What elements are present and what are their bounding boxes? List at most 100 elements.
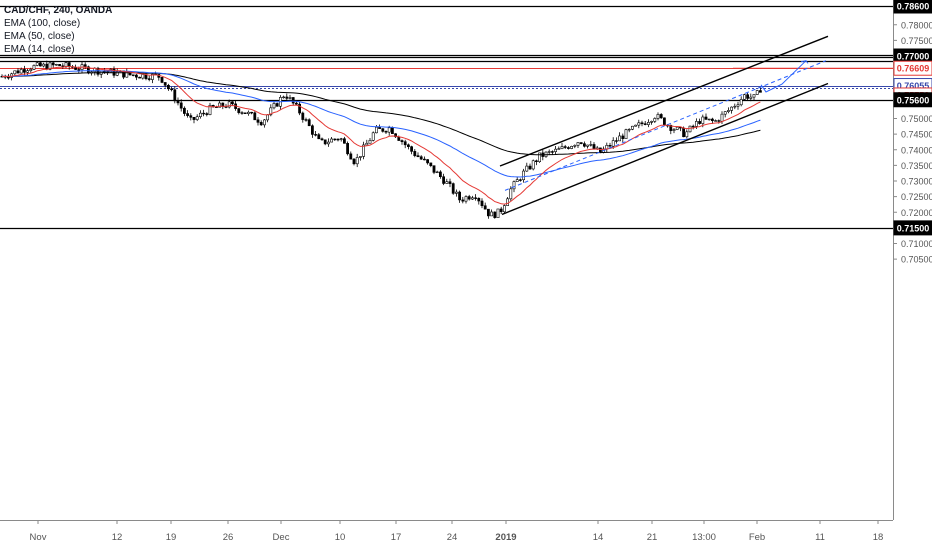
candle-body: [358, 156, 362, 158]
projection-arrowhead: [800, 60, 809, 64]
candle-body: [704, 116, 708, 120]
price-label: 0.77000: [897, 52, 930, 62]
candle-body: [266, 114, 270, 121]
projection-path: [760, 60, 807, 93]
candle-body: [227, 101, 231, 108]
candle-body: [346, 143, 350, 155]
candle-body: [726, 110, 730, 112]
candle-body: [32, 65, 36, 70]
candle-body: [618, 135, 622, 142]
candle-body: [189, 115, 193, 118]
candle-body: [579, 142, 583, 144]
y-tick-label: 0.71000: [901, 239, 932, 249]
price-label: 0.76055: [897, 81, 930, 91]
candle-body: [320, 138, 324, 141]
candle-body: [195, 116, 199, 120]
candle-body: [570, 146, 574, 149]
candle-body: [314, 134, 318, 136]
candle-body: [698, 121, 702, 124]
x-tick-label: 18: [873, 532, 884, 543]
y-tick-label: 0.78000: [901, 20, 932, 30]
candle-body: [352, 158, 356, 165]
candle-body: [608, 145, 612, 147]
candle-body: [682, 127, 686, 138]
candle-body: [653, 118, 657, 122]
y-tick-label: 0.77500: [901, 36, 932, 46]
candle-body: [746, 94, 750, 99]
candle-body: [422, 158, 426, 161]
channel-midline: [504, 60, 827, 191]
candle-body: [410, 146, 414, 152]
candle-body: [755, 90, 759, 95]
candle-body: [637, 122, 641, 126]
candle-body: [685, 131, 689, 138]
candle-body: [288, 97, 292, 99]
candle-body: [61, 65, 65, 67]
x-tick-label: 2019: [495, 532, 516, 543]
candle-body: [374, 126, 378, 134]
candle-body: [103, 71, 106, 73]
candle-body: [749, 96, 753, 99]
x-tick-label: 17: [391, 532, 402, 543]
candle-body: [35, 62, 39, 66]
candle-body: [429, 162, 433, 166]
candle-body: [294, 102, 298, 105]
candle-body: [589, 144, 593, 146]
candle-body: [29, 69, 33, 72]
candle-body: [67, 62, 71, 67]
candle-body: [282, 96, 286, 99]
indicator-ema100: EMA (100, close): [4, 18, 81, 29]
ema-100-line: [2, 72, 761, 156]
candle-body: [333, 138, 337, 141]
candle-body: [406, 144, 410, 147]
candle-body: [592, 144, 596, 150]
candle-body: [470, 197, 474, 200]
candle-body: [627, 128, 631, 131]
candle-body: [378, 126, 382, 129]
candle-body: [531, 160, 535, 170]
candle-body: [483, 205, 487, 210]
candle-body: [310, 125, 314, 135]
time-axis: Nov 12 19 26 Dec 10 17 24 2019 14 21 13:00 Feb 11 18: [30, 520, 884, 543]
candle-body: [390, 127, 394, 135]
candle-body: [640, 122, 644, 125]
candle-body: [339, 138, 343, 140]
candle-body: [586, 144, 590, 147]
candle-body: [451, 183, 455, 194]
candle-body: [630, 125, 634, 130]
x-tick-label: Nov: [30, 532, 47, 543]
candle-body: [317, 134, 321, 140]
candle-body: [490, 211, 494, 217]
price-label-box: [893, 220, 932, 236]
y-tick-label: 0.73000: [901, 177, 932, 187]
candle-body: [611, 140, 615, 147]
y-tick-label: 0.74000: [901, 145, 932, 155]
candle-body: [432, 165, 436, 173]
y-tick-label: 0.75000: [901, 114, 932, 124]
candle-body: [237, 108, 241, 113]
x-tick-label: 26: [223, 532, 234, 543]
candle-body: [48, 62, 52, 70]
candle-body: [179, 102, 183, 109]
candle-body: [499, 208, 503, 213]
candle-body: [403, 141, 407, 146]
candle-body: [135, 74, 138, 78]
candle-body: [419, 156, 423, 160]
candle-body: [566, 147, 570, 149]
candle-body: [547, 151, 551, 153]
candle-body: [496, 208, 500, 218]
candle-body: [176, 100, 180, 104]
channel-lower-line: [501, 82, 829, 216]
candle-body: [538, 152, 542, 163]
x-tick-label: 13:00: [692, 532, 716, 543]
candle-body: [624, 129, 628, 139]
candle-body: [387, 127, 391, 133]
candle-body: [262, 119, 266, 126]
candle-body: [707, 118, 711, 121]
x-tick-label: 21: [647, 532, 658, 543]
ema-50-line: [2, 70, 761, 178]
candle-body: [64, 62, 68, 67]
candle-body: [160, 77, 164, 83]
candle-body: [502, 205, 506, 213]
